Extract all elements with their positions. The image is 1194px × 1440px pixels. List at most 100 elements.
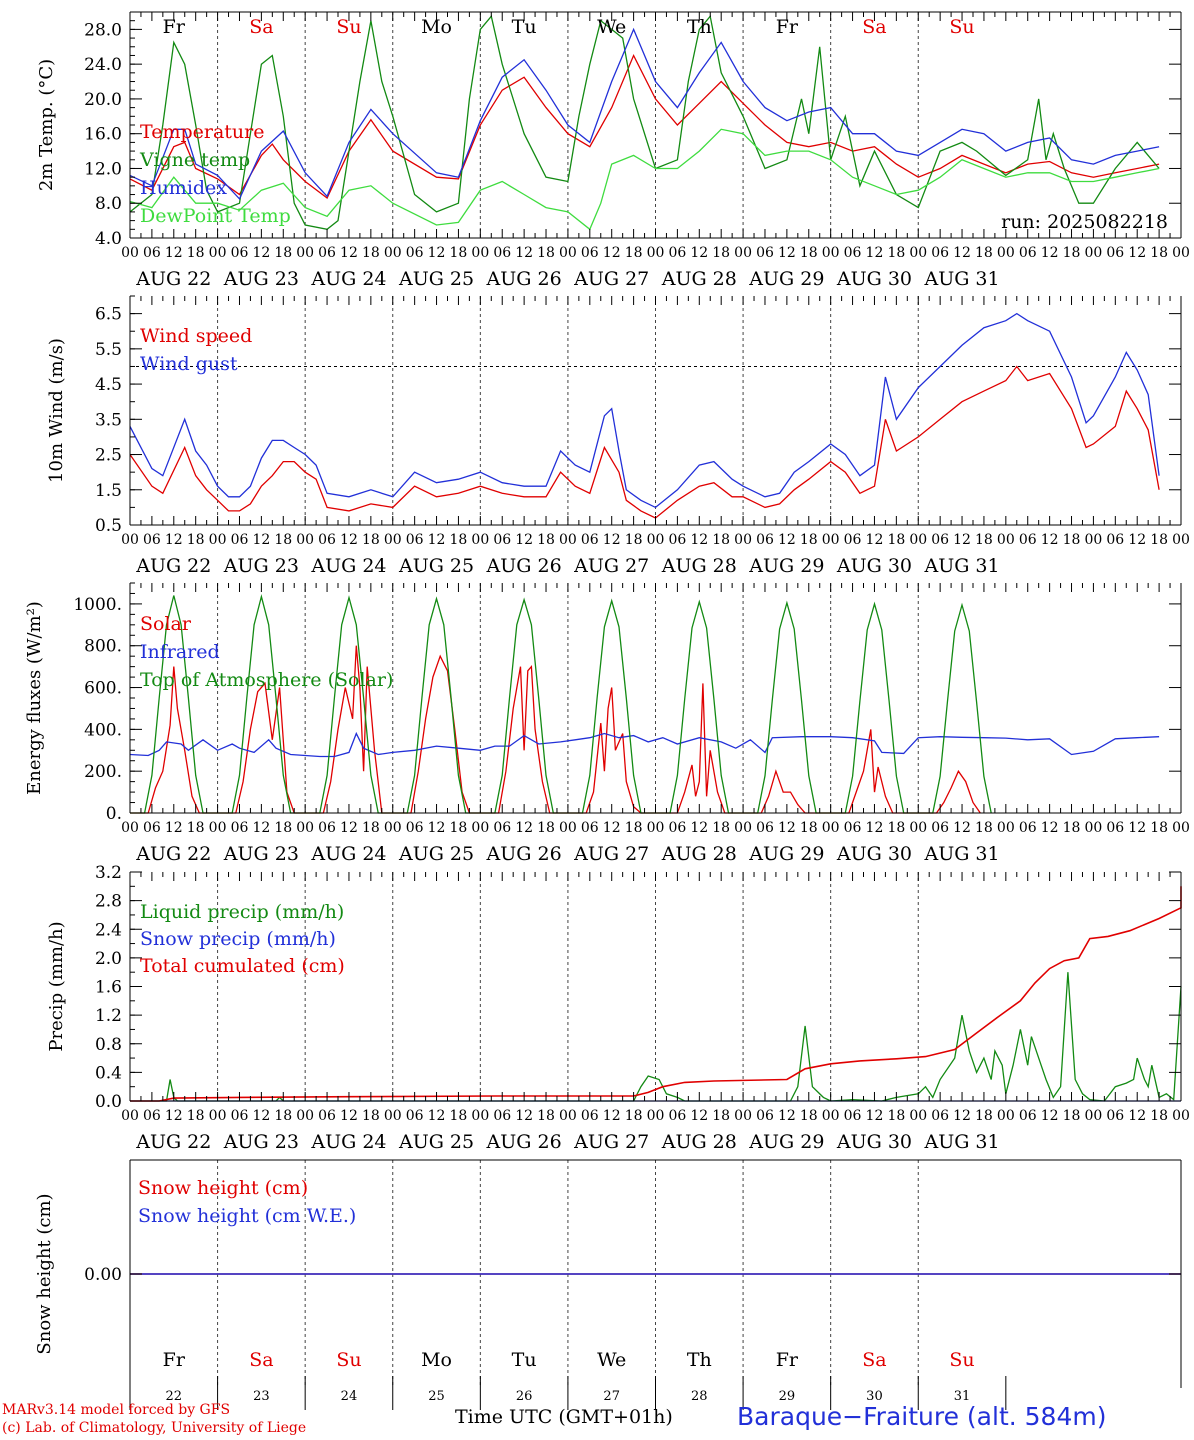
- hour-tick-label: 12: [515, 1108, 533, 1124]
- hour-tick-label: 00: [559, 532, 577, 548]
- hour-tick-label: 06: [143, 820, 161, 836]
- legend-entry: Total cumulated (cm): [140, 955, 345, 977]
- hour-tick-label: 18: [274, 1108, 292, 1124]
- weekday-label-bottom: Fr: [776, 1349, 799, 1371]
- date-label: AUG 26: [486, 555, 562, 577]
- hour-tick-label: 18: [887, 820, 905, 836]
- date-label: AUG 28: [661, 268, 737, 290]
- legend-entry: Snow height (cm W.E.): [138, 1205, 356, 1227]
- hour-tick-label: 12: [778, 245, 796, 261]
- hour-tick-label: 06: [581, 820, 599, 836]
- hour-tick-label: 06: [1019, 532, 1037, 548]
- y-tick-label: 0.5: [95, 516, 122, 536]
- hour-tick-label: 00: [471, 532, 489, 548]
- hour-tick-label: 12: [165, 1108, 183, 1124]
- hour-tick-label: 06: [668, 245, 686, 261]
- y-tick-label: 20.0: [84, 90, 122, 110]
- hour-tick-label: 12: [1128, 1108, 1146, 1124]
- legend-entry: Wind gust: [140, 353, 238, 375]
- hour-tick-label: 06: [581, 245, 599, 261]
- hour-tick-label: 12: [866, 1108, 884, 1124]
- hour-tick-label: 12: [515, 245, 533, 261]
- date-label: AUG 22: [135, 555, 211, 577]
- hour-tick-label: 12: [340, 532, 358, 548]
- hour-tick-label: 18: [362, 245, 380, 261]
- weekday-label: Sa: [249, 16, 273, 38]
- hour-tick-label: 00: [471, 245, 489, 261]
- hour-tick-label: 00: [1172, 245, 1190, 261]
- hour-tick-label: 18: [362, 532, 380, 548]
- day-number-label: 23: [253, 1389, 270, 1404]
- y-axis-label: Snow height (cm): [34, 1193, 55, 1354]
- hour-tick-label: 06: [406, 245, 424, 261]
- hour-tick-label: 18: [1063, 245, 1081, 261]
- hour-tick-label: 06: [844, 1108, 862, 1124]
- hour-tick-label: 18: [975, 820, 993, 836]
- hour-tick-label: 18: [537, 1108, 555, 1124]
- hour-tick-label: 18: [800, 820, 818, 836]
- hour-tick-label: 00: [1085, 820, 1103, 836]
- hour-tick-label: 00: [384, 1108, 402, 1124]
- hour-tick-label: 06: [931, 245, 949, 261]
- date-label: AUG 24: [310, 555, 386, 577]
- hour-tick-label: 12: [778, 1108, 796, 1124]
- hour-tick-label: 06: [931, 820, 949, 836]
- hour-tick-label: 12: [515, 820, 533, 836]
- hour-tick-label: 18: [537, 245, 555, 261]
- lab-credit: (c) Lab. of Climatology, University of L…: [2, 1420, 307, 1436]
- hour-tick-label: 00: [734, 245, 752, 261]
- weekday-label-bottom: Tu: [512, 1349, 537, 1371]
- hour-tick-label: 12: [340, 820, 358, 836]
- y-tick-label: 2.4: [95, 920, 122, 940]
- weekday-label: We: [597, 16, 626, 38]
- date-label: AUG 31: [923, 843, 999, 865]
- site-title: Baraque−Fraiture (alt. 584m): [737, 1402, 1107, 1431]
- y-tick-label: 0.8: [95, 1035, 122, 1055]
- date-label: AUG 27: [573, 843, 649, 865]
- hour-tick-label: 18: [625, 1108, 643, 1124]
- date-label: AUG 26: [486, 1131, 562, 1153]
- run-label: run: 2025082218: [1001, 211, 1168, 233]
- text-layer: 00 06 12 18 00 06 12 18 00 06 12 18 00 06 12 18 00 06 12 18…: [24, 16, 1190, 1404]
- weekday-label: Fr: [776, 16, 799, 38]
- hour-tick-label: 00: [471, 1108, 489, 1124]
- y-tick-label: 3.5: [95, 410, 122, 430]
- hour-tick-label: 12: [252, 820, 270, 836]
- hour-tick-label: 00: [647, 1108, 665, 1124]
- hour-tick-label: 00: [997, 1108, 1015, 1124]
- date-label: AUG 31: [923, 555, 999, 577]
- hour-tick-label: 06: [844, 245, 862, 261]
- series-line-humidex: [129, 27, 1160, 201]
- hour-tick-label: 00: [384, 820, 402, 836]
- date-label: AUG 22: [135, 1131, 211, 1153]
- hour-tick-label: 00: [909, 820, 927, 836]
- hour-tick-label: 06: [318, 245, 336, 261]
- hour-tick-label: 18: [187, 820, 205, 836]
- hour-tick-label: 00: [1172, 532, 1190, 548]
- y-tick-label: 1.5: [95, 481, 122, 501]
- y-axis-label: 2m Temp. (°C): [36, 59, 57, 191]
- hour-tick-label: 00: [997, 245, 1015, 261]
- hour-tick-label: 06: [756, 532, 774, 548]
- weekday-label: Su: [949, 16, 974, 38]
- hour-tick-label: 06: [756, 245, 774, 261]
- hour-tick-label: 06: [318, 820, 336, 836]
- hour-tick-label: 18: [450, 532, 468, 548]
- legend-entry: DewPoint Temp: [140, 205, 291, 227]
- hour-tick-label: 18: [1063, 820, 1081, 836]
- y-tick-label: 0.00: [84, 1265, 122, 1285]
- hour-tick-label: 18: [1063, 1108, 1081, 1124]
- hour-tick-label: 06: [1106, 1108, 1124, 1124]
- weekday-label-bottom: Mo: [421, 1349, 452, 1371]
- hour-tick-label: 06: [406, 1108, 424, 1124]
- hour-tick-label: 00: [1085, 1108, 1103, 1124]
- hour-tick-label: 00: [734, 820, 752, 836]
- hour-tick-label: 06: [406, 532, 424, 548]
- date-label: AUG 26: [486, 843, 562, 865]
- hour-tick-label: 18: [1063, 532, 1081, 548]
- hour-tick-label: 06: [668, 820, 686, 836]
- hour-tick-label: 18: [274, 820, 292, 836]
- series-line-solar: [130, 645, 981, 814]
- y-tick-label: 2.5: [95, 446, 122, 466]
- date-label: AUG 28: [661, 843, 737, 865]
